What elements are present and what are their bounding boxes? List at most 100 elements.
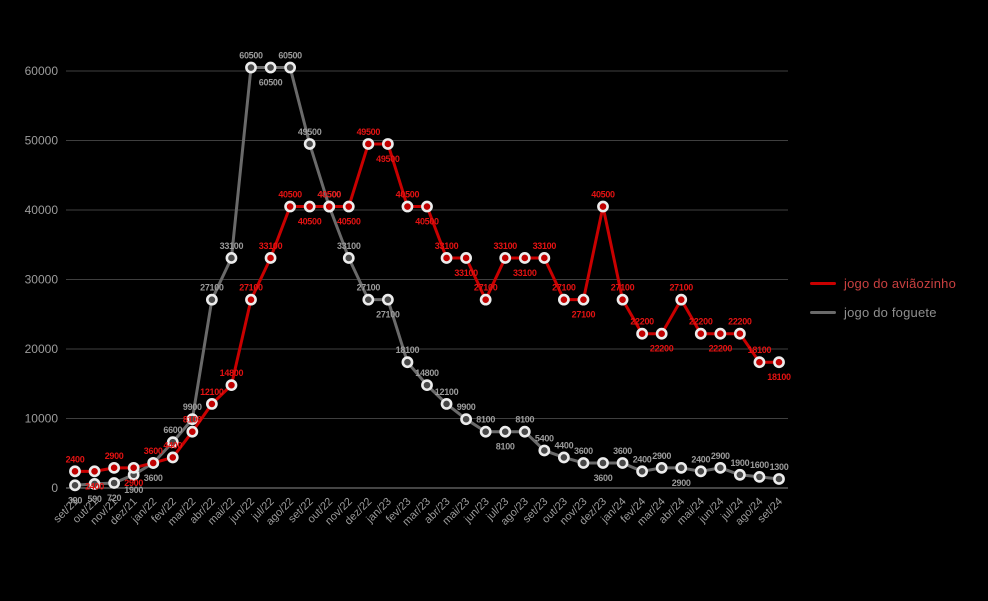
data-point-aviaozinho[interactable]: [655, 327, 668, 340]
data-point-aviaozinho[interactable]: [616, 293, 629, 306]
data-label-aviaozinho: 14800: [220, 368, 244, 378]
data-label-aviaozinho: 22200: [650, 344, 674, 354]
data-point-aviaozinho[interactable]: [675, 293, 688, 306]
data-label-foguete: 1900: [730, 458, 749, 468]
data-point-aviaozinho[interactable]: [205, 398, 218, 410]
data-point-aviaozinho[interactable]: [69, 465, 81, 478]
data-point-aviaozinho[interactable]: [88, 465, 101, 478]
data-point-foguete[interactable]: [342, 252, 355, 264]
data-point-foguete[interactable]: [69, 479, 81, 492]
data-point-aviaozinho[interactable]: [773, 356, 785, 369]
data-label-aviaozinho: 40500: [415, 217, 439, 227]
data-label-foguete: 8100: [476, 415, 495, 425]
legend-item-aviaozinho[interactable]: jogo do aviãozinho: [810, 276, 956, 291]
data-point-foguete[interactable]: [518, 425, 531, 438]
data-point-foguete[interactable]: [773, 473, 785, 485]
data-point-foguete[interactable]: [694, 465, 707, 478]
data-point-foguete[interactable]: [284, 61, 297, 74]
y-axis-label: 40000: [25, 203, 59, 217]
data-point-foguete[interactable]: [460, 413, 473, 426]
data-point-aviaozinho[interactable]: [636, 327, 649, 340]
data-point-foguete[interactable]: [245, 61, 257, 74]
data-point-foguete[interactable]: [753, 470, 766, 483]
data-label-foguete: 3600: [594, 473, 613, 483]
data-point-foguete[interactable]: [479, 425, 492, 438]
data-point-foguete[interactable]: [264, 61, 277, 74]
data-label-aviaozinho: 49500: [376, 154, 400, 164]
data-point-aviaozinho[interactable]: [303, 200, 316, 213]
data-label-aviaozinho: 3600: [144, 446, 163, 456]
data-point-aviaozinho[interactable]: [264, 252, 277, 264]
data-label-aviaozinho: 2400: [85, 481, 104, 491]
data-point-foguete[interactable]: [538, 444, 551, 457]
legend-label-aviaozinho: jogo do aviãozinho: [844, 276, 957, 291]
data-point-aviaozinho[interactable]: [147, 457, 160, 469]
data-point-foguete[interactable]: [655, 461, 668, 474]
data-point-aviaozinho[interactable]: [499, 252, 512, 264]
data-label-foguete: 1600: [750, 460, 769, 470]
data-point-aviaozinho[interactable]: [127, 461, 140, 474]
data-point-foguete[interactable]: [636, 465, 649, 478]
data-point-foguete[interactable]: [421, 379, 433, 392]
data-point-foguete[interactable]: [557, 451, 570, 464]
data-point-aviaozinho[interactable]: [479, 293, 492, 306]
data-point-foguete[interactable]: [362, 293, 375, 306]
data-point-aviaozinho[interactable]: [577, 293, 590, 306]
data-label-aviaozinho: 8100: [183, 415, 202, 425]
data-point-aviaozinho[interactable]: [284, 200, 297, 213]
series-line-foguete: [74, 66, 780, 487]
data-point-foguete[interactable]: [577, 457, 590, 469]
data-point-foguete[interactable]: [675, 461, 688, 474]
data-point-aviaozinho[interactable]: [597, 200, 609, 213]
data-label-foguete: 3600: [613, 446, 632, 456]
data-point-foguete[interactable]: [381, 293, 394, 306]
data-point-foguete[interactable]: [440, 398, 453, 410]
data-point-foguete[interactable]: [401, 356, 414, 369]
legend-item-foguete[interactable]: jogo do foguete: [810, 305, 956, 320]
data-point-aviaozinho[interactable]: [733, 327, 746, 340]
data-label-foguete: 8100: [496, 442, 515, 452]
data-point-aviaozinho[interactable]: [518, 252, 531, 264]
data-point-aviaozinho[interactable]: [245, 293, 257, 306]
data-point-foguete[interactable]: [616, 457, 629, 469]
data-point-aviaozinho[interactable]: [694, 327, 707, 340]
data-point-foguete[interactable]: [108, 477, 121, 489]
data-label-foguete: 27100: [200, 283, 224, 293]
data-label-aviaozinho: 2400: [66, 454, 85, 464]
y-axis-label: 10000: [25, 412, 59, 426]
data-point-aviaozinho[interactable]: [538, 252, 551, 264]
data-point-aviaozinho[interactable]: [460, 252, 473, 264]
data-point-foguete[interactable]: [205, 293, 218, 306]
data-point-aviaozinho[interactable]: [421, 200, 433, 213]
data-point-aviaozinho[interactable]: [342, 200, 355, 213]
data-point-foguete[interactable]: [88, 477, 101, 490]
data-point-foguete[interactable]: [597, 457, 609, 469]
data-point-aviaozinho[interactable]: [557, 293, 570, 306]
data-point-aviaozinho[interactable]: [225, 379, 238, 392]
data-label-aviaozinho: 27100: [552, 283, 576, 293]
data-label-aviaozinho: 27100: [572, 310, 596, 320]
legend-label-foguete: jogo do foguete: [844, 305, 937, 320]
data-point-aviaozinho[interactable]: [108, 461, 121, 474]
data-point-foguete[interactable]: [499, 425, 512, 438]
data-point-foguete[interactable]: [733, 468, 746, 481]
data-point-aviaozinho[interactable]: [186, 425, 199, 438]
data-point-foguete[interactable]: [186, 413, 199, 426]
data-point-aviaozinho[interactable]: [362, 138, 375, 150]
data-point-aviaozinho[interactable]: [323, 200, 336, 213]
data-label-aviaozinho: 18100: [767, 372, 791, 382]
data-point-aviaozinho[interactable]: [166, 451, 179, 464]
data-point-foguete[interactable]: [303, 138, 316, 150]
data-label-aviaozinho: 27100: [239, 283, 263, 293]
data-label-aviaozinho: 33100: [454, 268, 478, 278]
data-point-aviaozinho[interactable]: [753, 356, 766, 369]
data-point-aviaozinho[interactable]: [714, 327, 727, 340]
data-point-aviaozinho[interactable]: [381, 138, 394, 150]
data-point-foguete[interactable]: [166, 436, 179, 449]
data-point-aviaozinho[interactable]: [440, 252, 453, 264]
data-point-foguete[interactable]: [225, 252, 238, 264]
chart-legend: jogo do aviãozinho jogo do foguete: [810, 276, 956, 320]
data-point-aviaozinho[interactable]: [401, 200, 414, 213]
data-label-foguete: 27100: [357, 283, 381, 293]
data-point-foguete[interactable]: [714, 461, 727, 474]
